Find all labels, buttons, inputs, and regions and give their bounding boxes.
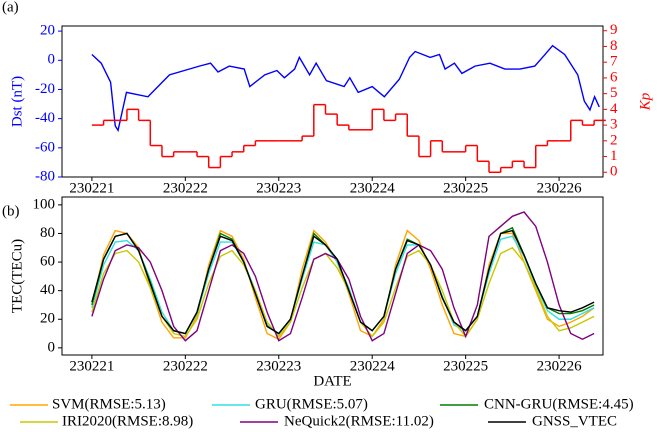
- y-tick-label: -20: [35, 81, 55, 97]
- y2-tick-label: 5: [610, 85, 618, 101]
- y-tick-label: -80: [35, 168, 55, 184]
- panel-label: (a): [2, 0, 19, 15]
- x-tick-label: 230221: [69, 358, 114, 374]
- y2-tick-label: 9: [610, 22, 618, 38]
- y-axis-label: Dst (nT): [9, 76, 25, 127]
- y2-tick-label: 7: [610, 54, 618, 70]
- legend-label: GRU(RMSE:5.07): [255, 396, 368, 412]
- y2-tick-label: 6: [610, 69, 618, 85]
- x-tick-label: 230224: [350, 180, 396, 196]
- x-tick-label: 230224: [350, 358, 396, 374]
- x-axis-label: DATE: [313, 373, 351, 389]
- y-tick-label: 100: [33, 196, 56, 212]
- plot-frame: [61, 196, 604, 356]
- y-axis-label: TEC(TECu): [9, 239, 25, 313]
- legend-label: CNN-GRU(RMSE:4.45): [484, 396, 634, 412]
- x-tick-label: 230223: [256, 358, 301, 374]
- x-tick-label: 230222: [163, 358, 208, 374]
- y2-tick-label: 0: [610, 164, 618, 180]
- y2-tick-label: 4: [610, 101, 618, 117]
- y-tick-label: 20: [40, 311, 55, 327]
- y-tick-label: -40: [35, 110, 55, 126]
- legend-label: NeQuick2(RMSE:11.02): [284, 413, 434, 429]
- legend-label: IRI2020(RMSE:8.98): [62, 413, 193, 429]
- y-tick-label: 20: [40, 23, 55, 39]
- y2-tick-label: 3: [610, 117, 618, 133]
- y-tick-label: 0: [48, 339, 56, 355]
- y-tick-label: 40: [40, 282, 55, 298]
- y2-tick-label: 8: [610, 38, 618, 54]
- legend-label: GNSS_VTEC: [532, 413, 617, 429]
- x-tick-label: 230225: [443, 358, 488, 374]
- y-tick-label: 60: [40, 253, 55, 269]
- series-line: [91, 44, 600, 133]
- x-tick-label: 230222: [163, 180, 208, 196]
- x-tick-label: 230225: [443, 180, 488, 196]
- y-tick-label: -60: [35, 139, 55, 155]
- plot-frame: [61, 25, 604, 178]
- series-line: [91, 229, 595, 335]
- y2-axis-label: Kp: [637, 92, 653, 111]
- series-line: [91, 246, 595, 338]
- x-tick-label: 230226: [537, 358, 583, 374]
- y2-tick-label: 1: [610, 148, 618, 164]
- panel-label: (b): [2, 203, 20, 219]
- x-tick-label: 230221: [69, 180, 114, 196]
- legend-label: SVM(RMSE:5.13): [52, 396, 166, 412]
- y2-tick-label: 2: [610, 132, 618, 148]
- y-tick-label: 0: [48, 52, 56, 68]
- x-tick-label: 230223: [256, 180, 301, 196]
- series-line: [91, 211, 595, 342]
- x-tick-label: 230226: [537, 180, 583, 196]
- y-tick-label: 80: [40, 225, 55, 241]
